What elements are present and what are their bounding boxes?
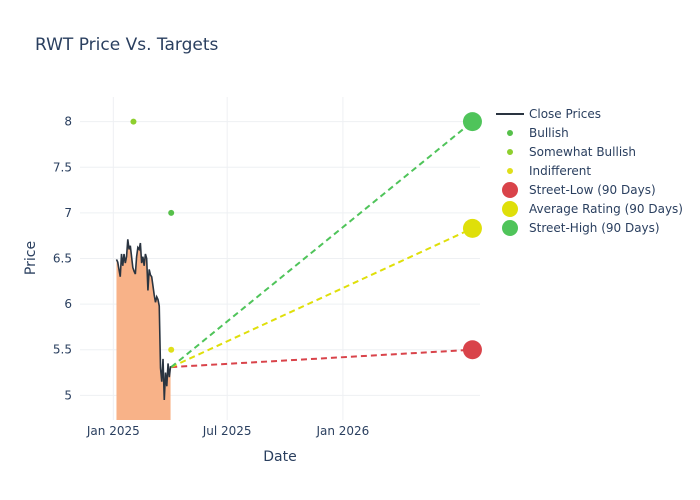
close-price-area (116, 239, 171, 420)
legend-marker-swatch (502, 220, 518, 236)
legend-item[interactable]: Average Rating (90 Days) (502, 201, 683, 217)
y-tick-label: 8 (64, 115, 72, 129)
legend-label: Close Prices (529, 107, 601, 121)
legend-label: Bullish (529, 126, 569, 140)
legend-label: Street-Low (90 Days) (529, 183, 656, 197)
legend-dot-swatch (507, 168, 513, 174)
x-tick-label: Jul 2025 (202, 424, 252, 438)
legend-dot-swatch (507, 130, 513, 136)
legend-item[interactable]: Somewhat Bullish (507, 145, 636, 159)
legend-label: Street-High (90 Days) (529, 221, 660, 235)
chart-title: RWT Price Vs. Targets (35, 35, 218, 55)
target-lines (170, 112, 482, 369)
legend-item[interactable]: Close Prices (496, 107, 601, 121)
rating-point (168, 209, 175, 216)
y-tick-label: 5.5 (53, 343, 72, 357)
legend-item[interactable]: Street-High (90 Days) (502, 220, 660, 236)
legend-label: Average Rating (90 Days) (529, 202, 683, 216)
legend-marker-swatch (502, 182, 518, 198)
legend-label: Somewhat Bullish (529, 145, 636, 159)
close-price-line (115, 239, 172, 400)
close-area (116, 239, 171, 420)
target-marker (462, 340, 482, 360)
axis-ticks: 5 5.5 6 6.5 7 7.5 8 Jan 2025 Jul 2025 Jan 2026 (53, 115, 369, 438)
target-line (170, 227, 473, 368)
target-line (170, 120, 474, 368)
legend-marker-swatch (502, 201, 518, 217)
target-line (171, 348, 473, 369)
rating-points (130, 118, 175, 353)
rating-point (168, 346, 175, 353)
y-tick-label: 6 (64, 297, 72, 311)
rating-point (130, 118, 137, 125)
y-tick-label: 7.5 (53, 160, 72, 174)
x-axis-title: Date (263, 449, 296, 465)
legend-item[interactable]: Indifferent (507, 164, 591, 178)
y-axis-title: Price (23, 241, 39, 275)
target-marker (462, 112, 482, 132)
target-marker (462, 218, 482, 238)
x-tick-label: Jan 2026 (315, 424, 369, 438)
legend-item[interactable]: Street-Low (90 Days) (502, 182, 656, 198)
y-tick-label: 6.5 (53, 252, 72, 266)
legend[interactable]: Close Prices Bullish Somewhat Bullish Indif… (496, 107, 683, 236)
legend-dot-swatch (507, 149, 513, 155)
close-line-group (115, 239, 172, 400)
y-tick-label: 5 (64, 388, 72, 402)
legend-item[interactable]: Bullish (507, 126, 569, 140)
y-tick-label: 7 (64, 206, 72, 220)
x-tick-label: Jan 2025 (86, 424, 140, 438)
legend-label: Indifferent (529, 164, 591, 178)
